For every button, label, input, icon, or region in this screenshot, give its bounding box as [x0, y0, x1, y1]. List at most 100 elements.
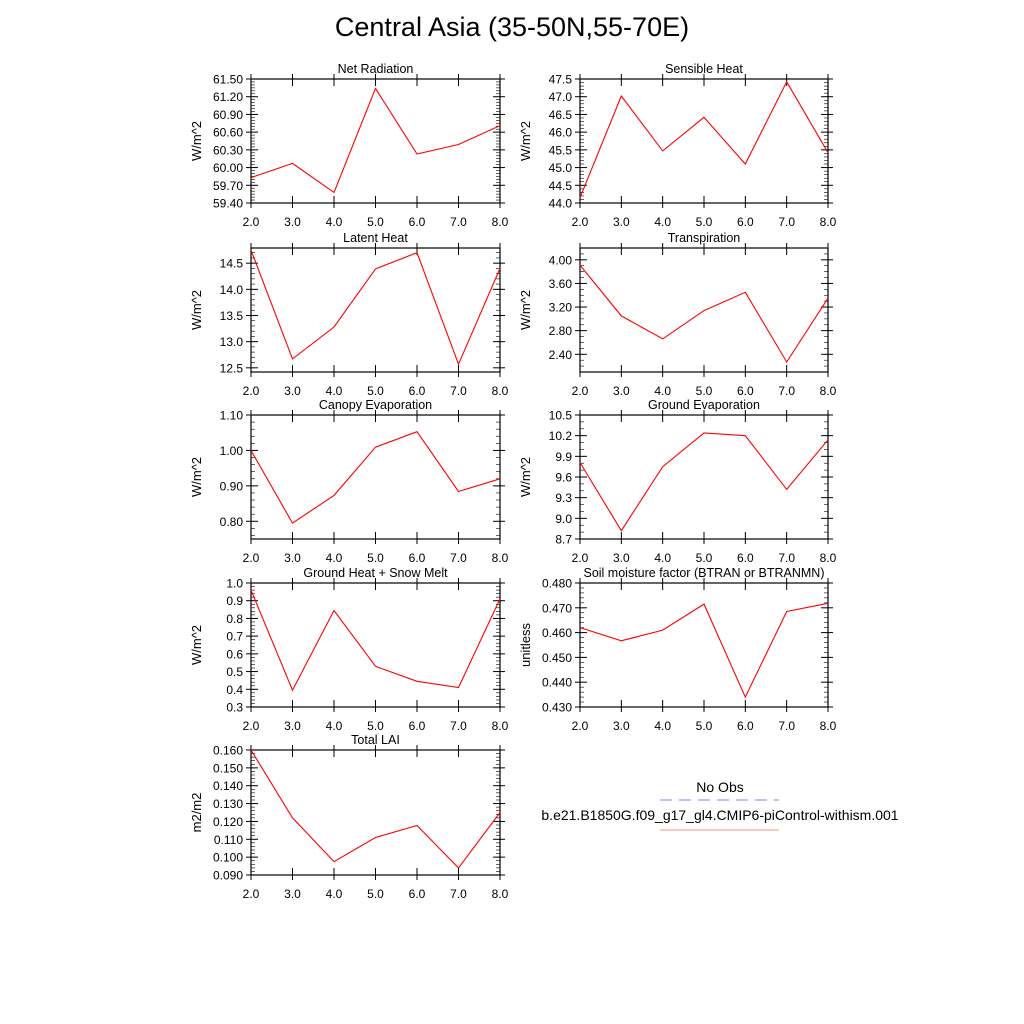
y-tick-label: 47.0 [549, 90, 573, 104]
y-tick-label: 44.0 [549, 197, 573, 211]
x-tick-label: 2.0 [572, 719, 589, 733]
y-tick-label: 0.7 [226, 630, 243, 644]
y-tick-label: 0.470 [542, 601, 572, 615]
x-tick-label: 7.0 [778, 551, 795, 565]
x-tick-label: 8.0 [492, 719, 509, 733]
x-tick-label: 8.0 [492, 551, 509, 565]
panel-9: 0.090 0.100 0.110 0.120 0.130 0.140 0.150 0.160… [189, 733, 509, 901]
panel-4: 2.40 2.80 3.20 3.60 4.00 2.0 3.0 4.0 5.0 6.0 7.0 8.… [518, 231, 837, 398]
x-tick-label: 2.0 [243, 887, 260, 901]
x-tick-label: 8.0 [820, 215, 837, 229]
y-tick-label: 59.40 [213, 197, 243, 211]
y-tick-label: 10.2 [549, 429, 573, 443]
x-tick-label: 5.0 [696, 551, 713, 565]
y-tick-label: 0.450 [542, 651, 572, 665]
x-tick-label: 8.0 [820, 384, 837, 398]
y-tick-label: 0.480 [542, 577, 572, 591]
y-axis-label: W/m^2 [518, 290, 533, 330]
x-tick-label: 3.0 [284, 215, 301, 229]
x-tick-label: 5.0 [367, 719, 384, 733]
panel-title: Ground Heat + Snow Melt [303, 566, 448, 580]
panel-title: Ground Evaporation [648, 398, 760, 412]
y-tick-label: 13.5 [220, 309, 244, 323]
panel-2: 44.0 44.5 45.0 45.5 46.0 46.5 47.0 47.5 2.0 3.0 4.… [518, 62, 837, 229]
panel-title: Latent Heat [343, 231, 408, 245]
x-tick-label: 6.0 [409, 719, 426, 733]
x-tick-label: 5.0 [696, 719, 713, 733]
y-tick-label: 46.5 [549, 108, 573, 122]
y-tick-label: 60.00 [213, 161, 243, 175]
y-tick-label: 61.20 [213, 90, 243, 104]
y-tick-label: 46.0 [549, 126, 573, 140]
x-tick-label: 5.0 [367, 215, 384, 229]
x-tick-label: 7.0 [450, 215, 467, 229]
y-tick-label: 0.110 [214, 833, 243, 847]
y-tick-label: 1.0 [226, 577, 243, 591]
y-tick-label: 47.5 [549, 73, 573, 87]
x-tick-label: 2.0 [243, 719, 260, 733]
x-tick-label: 8.0 [820, 551, 837, 565]
y-tick-label: 1.10 [220, 409, 244, 423]
x-tick-label: 4.0 [654, 551, 671, 565]
y-tick-label: 2.40 [549, 348, 573, 362]
y-tick-label: 0.430 [542, 701, 572, 715]
y-axis-label: W/m^2 [189, 625, 204, 665]
series-line-model [250, 249, 501, 366]
plot-frame [250, 414, 501, 540]
figure-title: Central Asia (35-50N,55-70E) [334, 12, 690, 42]
x-tick-label: 4.0 [326, 384, 343, 398]
legend-obs-label: No Obs [696, 779, 744, 795]
panel-title: Transpiration [668, 231, 741, 245]
series-line-model [579, 602, 829, 699]
y-axis-label: m2/m2 [189, 793, 204, 833]
y-tick-label: 60.60 [213, 126, 243, 140]
panel-6: 8.7 9.0 9.3 9.6 9.9 10.2 10.5 2.0 3.0 4.0 5.0 6.0 7.… [518, 398, 837, 565]
y-tick-label: 13.0 [220, 335, 244, 349]
panel-3: 12.5 13.0 13.5 14.0 14.5 2.0 3.0 4.0 5.0 6.0 7.0 8.… [189, 231, 509, 398]
x-tick-label: 4.0 [326, 551, 343, 565]
y-tick-label: 9.0 [555, 512, 572, 526]
x-tick-label: 6.0 [737, 215, 754, 229]
series-line-model [579, 432, 829, 532]
y-axis-label: W/m^2 [189, 457, 204, 497]
x-tick-label: 8.0 [492, 887, 509, 901]
x-tick-label: 4.0 [654, 215, 671, 229]
x-tick-label: 3.0 [613, 215, 630, 229]
x-tick-label: 2.0 [243, 215, 260, 229]
y-tick-label: 12.5 [220, 361, 244, 375]
y-tick-label: 1.00 [220, 444, 244, 458]
y-tick-label: 0.140 [213, 779, 243, 793]
y-tick-label: 0.9 [226, 594, 243, 608]
x-tick-label: 3.0 [284, 719, 301, 733]
y-tick-label: 0.460 [542, 626, 572, 640]
x-tick-label: 6.0 [409, 887, 426, 901]
y-tick-label: 0.120 [213, 815, 243, 829]
x-tick-label: 4.0 [654, 719, 671, 733]
y-tick-label: 0.6 [226, 647, 243, 661]
panel-1: 59.40 59.70 60.00 60.30 60.60 60.90 61.20 61.50… [189, 62, 509, 229]
plot-frame [250, 78, 501, 204]
panel-title: Total LAI [351, 733, 400, 747]
legend-model-label: b.e21.B1850G.f09_g17_gl4.CMIP6-piControl… [541, 807, 899, 823]
y-tick-label: 44.5 [549, 179, 573, 193]
plot-frame [250, 749, 501, 876]
x-tick-label: 8.0 [820, 719, 837, 733]
y-tick-label: 3.20 [549, 301, 573, 315]
x-tick-label: 6.0 [737, 551, 754, 565]
y-tick-label: 0.8 [226, 612, 243, 626]
y-axis-label: W/m^2 [189, 121, 204, 161]
x-tick-label: 7.0 [778, 719, 795, 733]
y-tick-label: 0.100 [213, 851, 243, 865]
y-tick-label: 10.5 [549, 409, 573, 423]
x-tick-label: 7.0 [450, 719, 467, 733]
y-tick-label: 4.00 [549, 253, 573, 267]
panel-title: Canopy Evaporation [319, 398, 432, 412]
x-tick-label: 2.0 [572, 551, 589, 565]
x-tick-label: 5.0 [367, 384, 384, 398]
y-tick-label: 0.130 [213, 797, 243, 811]
y-tick-label: 0.090 [213, 869, 243, 883]
panel-title: Net Radiation [338, 62, 414, 76]
x-tick-label: 6.0 [737, 719, 754, 733]
x-tick-label: 4.0 [654, 384, 671, 398]
y-tick-label: 61.50 [213, 73, 243, 87]
